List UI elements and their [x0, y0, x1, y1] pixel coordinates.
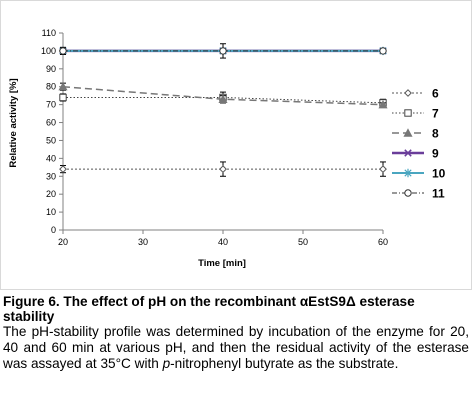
legend-marker — [404, 89, 412, 97]
legend-item-8: 8 — [392, 127, 439, 141]
series-8 — [58, 81, 388, 109]
y-tick-label: 90 — [46, 64, 56, 74]
y-tick-label: 50 — [46, 135, 56, 145]
caption-body-text-end: -nitrophenyl butyrate as the substrate. — [170, 356, 399, 371]
chart: 0 10 20 30 40 50 60 70 80 90 100 110 20 30 40 50 60 6 7 8 9… — [0, 0, 472, 290]
legend-marker — [404, 109, 412, 117]
legend-item-6: 6 — [392, 87, 439, 101]
y-tick-label: 100 — [41, 46, 56, 56]
legend-marker — [404, 168, 412, 178]
y-axis-title: Relative activity [%] — [8, 78, 19, 167]
caption-body-italic: p — [162, 356, 171, 371]
legend-item-9: 9 — [392, 147, 439, 161]
chart-frame — [0, 0, 472, 290]
data-point — [219, 47, 227, 55]
x-tick-label: 50 — [298, 237, 308, 247]
x-tick-label: 30 — [138, 237, 148, 247]
y-tick-label: 30 — [46, 171, 56, 181]
figure-caption: Figure 6. The effect of pH on the recomb… — [3, 294, 469, 372]
legend-label: 11 — [432, 187, 445, 201]
legend-label: 9 — [432, 147, 439, 161]
plot-area: 0 10 20 30 40 50 60 70 80 90 100 110 20 30 40 50 60 — [41, 28, 388, 247]
y-tick-label: 80 — [46, 82, 56, 92]
legend-item-10: 10 — [392, 167, 446, 181]
legend: 6 7 8 9 10 11 — [392, 87, 446, 201]
y-tick-label: 70 — [46, 100, 56, 110]
legend-label: 6 — [432, 87, 439, 101]
data-point — [379, 165, 387, 174]
y-tick-label: 60 — [46, 118, 56, 128]
data-point — [59, 47, 67, 55]
x-tick-label: 60 — [378, 237, 388, 247]
x-tick-label: 40 — [218, 237, 228, 247]
y-tick-label: 20 — [46, 189, 56, 199]
data-point — [58, 81, 68, 91]
y-tick-label: 110 — [42, 28, 56, 38]
x-tick-label: 20 — [58, 237, 68, 247]
legend-item-7: 7 — [392, 107, 439, 121]
series-6 — [59, 161, 387, 177]
series-line — [63, 96, 384, 104]
y-tick-label: 0 — [51, 225, 56, 235]
series-11 — [59, 43, 387, 59]
legend-marker — [404, 149, 412, 157]
legend-marker — [404, 189, 412, 197]
legend-label: 10 — [432, 167, 446, 181]
caption-body-text: The pH-stability profile was determined … — [3, 324, 469, 371]
data-point — [218, 94, 228, 103]
caption-body: The pH-stability profile was determined … — [3, 324, 469, 372]
legend-label: 7 — [432, 107, 439, 121]
data-point — [59, 165, 67, 174]
data-point — [379, 47, 387, 55]
legend-item-11: 11 — [392, 187, 445, 201]
legend-marker — [403, 128, 413, 137]
y-tick-label: 10 — [46, 207, 56, 217]
data-point — [59, 93, 67, 102]
data-point — [378, 99, 388, 109]
legend-label: 8 — [432, 127, 439, 141]
y-tick-label: 40 — [46, 153, 56, 163]
x-axis-title: Time [min] — [198, 258, 246, 269]
caption-title: Figure 6. The effect of pH on the recomb… — [3, 294, 415, 324]
data-point — [219, 165, 227, 174]
